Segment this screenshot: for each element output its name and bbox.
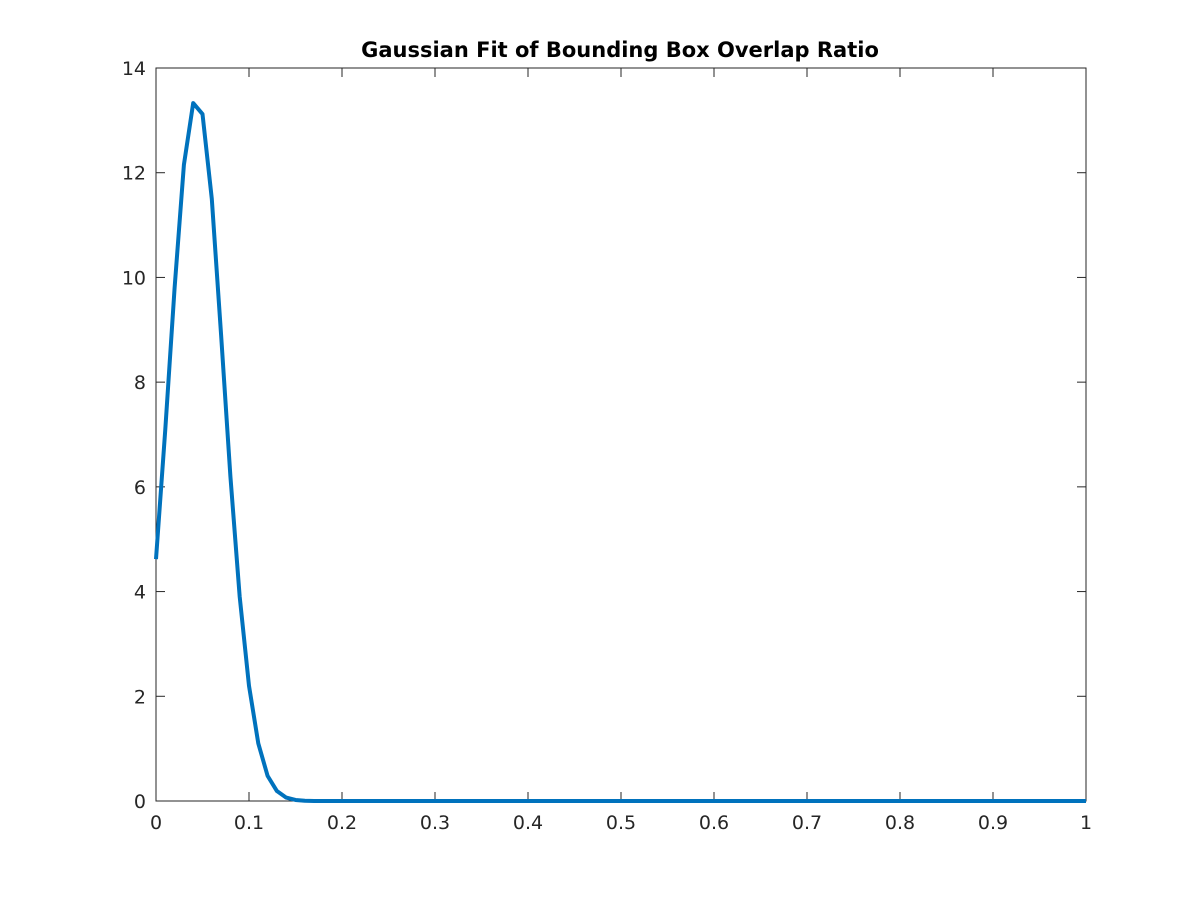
y-tick-label: 6 [134, 477, 146, 499]
x-tick-label: 0.8 [885, 812, 915, 834]
y-tick-label: 0 [134, 791, 146, 813]
x-tick-label: 0 [150, 812, 162, 834]
x-tick-label: 0.4 [513, 812, 543, 834]
y-tick-label: 14 [122, 58, 146, 80]
x-tick-label: 0.3 [420, 812, 450, 834]
x-tick-label: 0.6 [699, 812, 729, 834]
x-tick-label: 0.7 [792, 812, 822, 834]
x-tick-label: 0.1 [234, 812, 264, 834]
x-tick-label: 0.9 [978, 812, 1008, 834]
x-tick-label: 0.5 [606, 812, 636, 834]
axes-box [155, 67, 1087, 802]
chart-title: Gaussian Fit of Bounding Box Overlap Rat… [361, 38, 879, 62]
y-tick-label: 2 [134, 686, 146, 708]
x-tick-label: 1 [1080, 812, 1092, 834]
y-tick-label: 4 [134, 582, 146, 604]
y-tick-label: 12 [122, 163, 146, 185]
y-tick-label: 10 [122, 267, 146, 289]
x-tick-label: 0.2 [327, 812, 357, 834]
series-line [154, 101, 1086, 803]
y-tick-label: 8 [134, 372, 146, 394]
